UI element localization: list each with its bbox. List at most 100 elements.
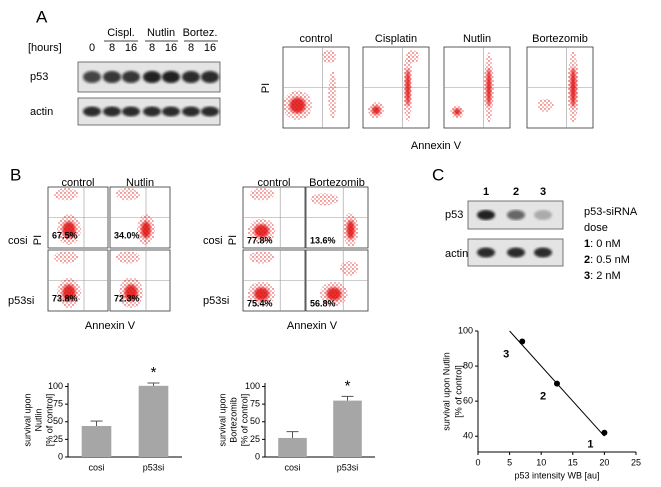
x-tick-label: 5 [507, 457, 512, 467]
axis-label: Annexin V [85, 320, 136, 332]
percentage-label: 56.8% [310, 298, 336, 308]
row-label: cosi [8, 235, 28, 247]
cell-cloud [249, 251, 274, 264]
lane-label: 16 [204, 42, 216, 54]
lane-label: 2 [513, 186, 519, 198]
cell-cloud [537, 98, 554, 112]
condition-label: control [257, 177, 290, 189]
cell-cloud [340, 260, 359, 276]
y-axis-label: survival upon [217, 393, 227, 446]
axis-label: Annexin V [287, 320, 338, 332]
row-label: p53 [445, 209, 463, 221]
bar [81, 425, 112, 457]
group-label: Cispl. [107, 27, 135, 39]
percentage-label: 34.0% [114, 230, 140, 240]
group-label: Nutlin [147, 27, 175, 39]
legend-text: : 0 nM [590, 238, 621, 250]
condition-label: Nutlin [463, 33, 491, 45]
blot-band [162, 106, 180, 117]
y-tick-label: 50 [53, 416, 63, 426]
blot-band [103, 71, 121, 83]
blot-band [143, 71, 161, 83]
lane-label: 8 [149, 42, 155, 54]
row-label: p53 [30, 71, 48, 83]
cell-core [62, 284, 76, 302]
cell-core [141, 221, 151, 239]
data-point [554, 380, 560, 387]
condition-label: Bortezomib [309, 177, 365, 189]
cell-core [371, 105, 381, 115]
row-label: p53si [203, 295, 229, 307]
cell-cloud [322, 50, 336, 64]
y-axis-label: [% of control] [453, 365, 463, 418]
lane-label: 3 [540, 186, 546, 198]
blot-band [83, 106, 101, 117]
y-tick-label: 0 [255, 451, 260, 461]
cell-cloud [328, 71, 337, 120]
cell-cloud [116, 188, 140, 201]
row-label: cosi [203, 235, 223, 247]
lane-label: 16 [125, 42, 137, 54]
point-label: 1 [587, 439, 593, 451]
axis-label: PI [260, 83, 272, 93]
cell-core [289, 97, 306, 114]
percentage-label: 73.8% [52, 293, 78, 303]
cell-core [124, 284, 138, 302]
y-axis-label: [% of control] [239, 394, 249, 447]
blot-band [477, 210, 495, 220]
significance-mark: * [151, 364, 157, 381]
cell-core [570, 67, 577, 108]
blot-band [162, 71, 180, 83]
legend-key: 1 [584, 238, 590, 250]
panel-label: B [10, 165, 21, 184]
y-axis-label: Bortezomib [228, 397, 238, 443]
blot-band [143, 106, 161, 117]
x-axis-label: p53 intensity WB [au] [514, 470, 599, 480]
cell-cloud [310, 193, 339, 206]
percentage-label: 67.5% [52, 230, 78, 240]
lane-label: 8 [188, 42, 194, 54]
legend-title: p53-siRNA [584, 206, 638, 218]
legend-key: 3 [584, 270, 590, 282]
x-tick-label: cosi [284, 462, 300, 472]
bar [278, 437, 307, 457]
blot-band [201, 71, 219, 83]
blot-band [507, 210, 525, 220]
blot-band [182, 71, 200, 83]
legend-text: : 0.5 nM [590, 254, 630, 266]
blot-band [83, 71, 101, 83]
x-tick-label: p53si [337, 462, 359, 472]
axis-label: Annexin V [411, 140, 462, 152]
condition-label: Nutlin [126, 177, 154, 189]
y-tick-label: 100 [458, 325, 473, 335]
x-tick-label: 10 [536, 457, 546, 467]
blot-band [477, 247, 495, 258]
x-tick-label: p53si [143, 462, 165, 472]
cell-cloud [405, 50, 420, 64]
row-label: actin [30, 106, 53, 118]
y-axis-label: survival upon [22, 393, 32, 446]
blot-band [122, 71, 140, 83]
y-tick-label: 0 [58, 451, 63, 461]
data-point [601, 429, 608, 436]
y-tick-label: 75 [250, 399, 260, 409]
cell-cloud [54, 251, 78, 264]
y-tick-label: 100 [48, 381, 63, 391]
y-tick-label: 40 [463, 431, 473, 441]
data-point [519, 338, 526, 345]
legend-key: 2 [584, 254, 590, 266]
cell-core [326, 287, 342, 301]
point-label: 3 [503, 348, 509, 360]
hours-label: [hours] [28, 42, 62, 54]
cell-core [254, 287, 270, 301]
cell-core [346, 220, 355, 240]
percentage-label: 72.3% [114, 293, 140, 303]
condition-label: control [299, 33, 332, 45]
panel-label: C [432, 165, 444, 184]
y-axis-label: survival upon Nutlin [441, 352, 451, 431]
y-tick-label: 100 [245, 381, 260, 391]
cell-core [254, 224, 270, 238]
percentage-label: 77.8% [247, 235, 273, 245]
lane-label: 0 [89, 42, 95, 54]
blot-band [534, 210, 552, 220]
